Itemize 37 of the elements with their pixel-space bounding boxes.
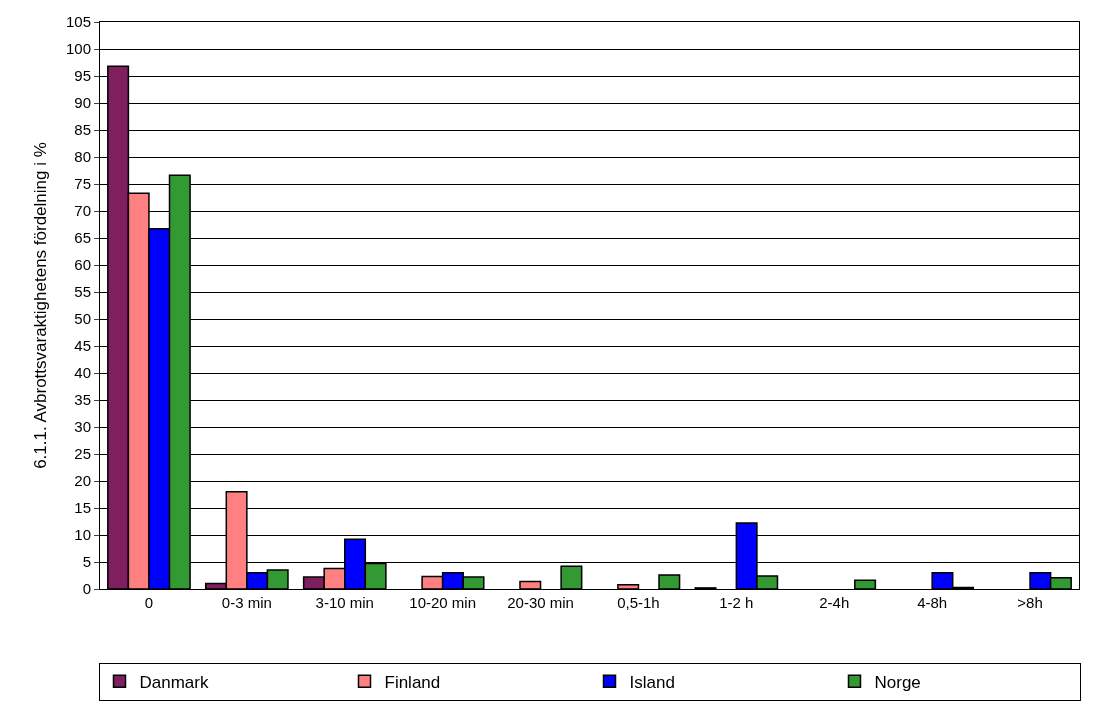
y-tick-label: 60 (74, 256, 91, 274)
y-tick-label: 45 (74, 337, 91, 355)
y-tick-label: 0 (82, 580, 91, 598)
x-tick-label: >8h (1017, 594, 1043, 611)
y-tick-label: 100 (65, 40, 91, 58)
y-tick-label: 70 (74, 202, 91, 220)
x-tick-label: 2-4h (819, 594, 850, 611)
x-tick-label: 1-2 h (719, 594, 754, 611)
y-tick-label: 50 (74, 310, 91, 328)
y-tick-label: 80 (74, 148, 91, 166)
y-tick-label: 105 (65, 13, 91, 31)
y-tick-label: 15 (74, 499, 91, 517)
legend-label: Danmark (139, 672, 209, 692)
x-tick-label: 20-30 min (507, 594, 574, 611)
x-tick-label: 0,5-1h (617, 594, 660, 611)
y-tick-label: 85 (74, 121, 91, 139)
y-tick-label: 30 (74, 418, 91, 436)
y-tick-label: 40 (74, 364, 91, 382)
y-tick-label: 55 (74, 283, 91, 301)
y-tick-label: 95 (74, 67, 91, 85)
y-tick-label: 5 (82, 553, 91, 571)
x-tick-label: 3-10 min (315, 594, 374, 611)
y-tick-label: 25 (74, 445, 91, 463)
y-axis-title: 6.1.1. Avbrottsvaraktighetens fördelning i % (30, 142, 50, 469)
x-tick-label: 4-8h (917, 594, 948, 611)
x-tick-label: 0-3 min (221, 594, 272, 611)
y-tick-label: 35 (74, 391, 91, 409)
x-tick-label: 0 (144, 594, 154, 611)
y-tick-label: 75 (74, 175, 91, 193)
y-tick-label: 65 (74, 229, 91, 247)
y-tick-label: 20 (74, 472, 91, 490)
legend-label: Island (629, 672, 675, 692)
y-tick-label: 10 (74, 526, 91, 544)
legend-label: Norge (874, 672, 921, 692)
x-tick-label: 10-20 min (409, 594, 476, 611)
y-tick-label: 90 (74, 94, 91, 112)
legend-label: Finland (384, 672, 441, 692)
